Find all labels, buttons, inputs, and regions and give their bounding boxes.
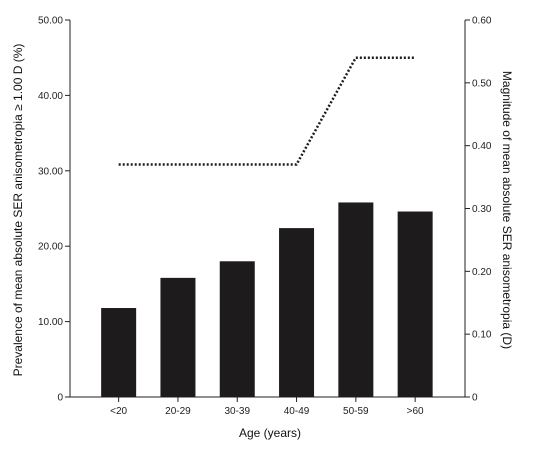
y-tick-label: 0 [57,393,63,404]
x-tick-label: 40-49 [284,406,310,417]
bar [338,202,374,397]
y-tick-label: 10.00 [38,317,63,328]
x-tick-label: <20 [110,406,127,417]
bar [101,308,137,397]
y2-tick-label: 0.50 [472,78,492,89]
bar [219,261,255,397]
y-tick-label: 30.00 [38,166,63,177]
y-axis-title: Prevalence of mean absolute SER anisomet… [11,44,25,377]
y2-axis-title: Magnitude of mean absolute SER anisometr… [500,71,514,349]
x-tick-label: 20-29 [165,406,191,417]
y2-tick-label: 0.60 [472,16,492,27]
magnitude-line [118,56,416,166]
x-tick-label: 30-39 [224,406,250,417]
y-tick-label: 40.00 [38,91,63,102]
y2-tick-label: 0 [472,393,478,404]
y2-tick-label: 0.30 [472,204,492,215]
line-series [118,56,416,166]
x-tick-label: 50-59 [343,406,369,417]
y-tick-label: 50.00 [38,16,63,27]
x-tick-label: >60 [407,406,424,417]
y2-tick-label: 0.10 [472,330,492,341]
y2-tick-label: 0.40 [472,141,492,152]
bar [397,211,433,397]
tick-labels: 0 10.00 20.00 30.00 40.00 50.00 0 0.10 0.20 0.30 0… [38,16,492,418]
bar [279,228,315,397]
bar [160,277,196,397]
y2-tick-label: 0.20 [472,267,492,278]
x-axis-title: Age (years) [239,426,301,440]
bars [101,202,433,397]
y-tick-label: 20.00 [38,242,63,253]
